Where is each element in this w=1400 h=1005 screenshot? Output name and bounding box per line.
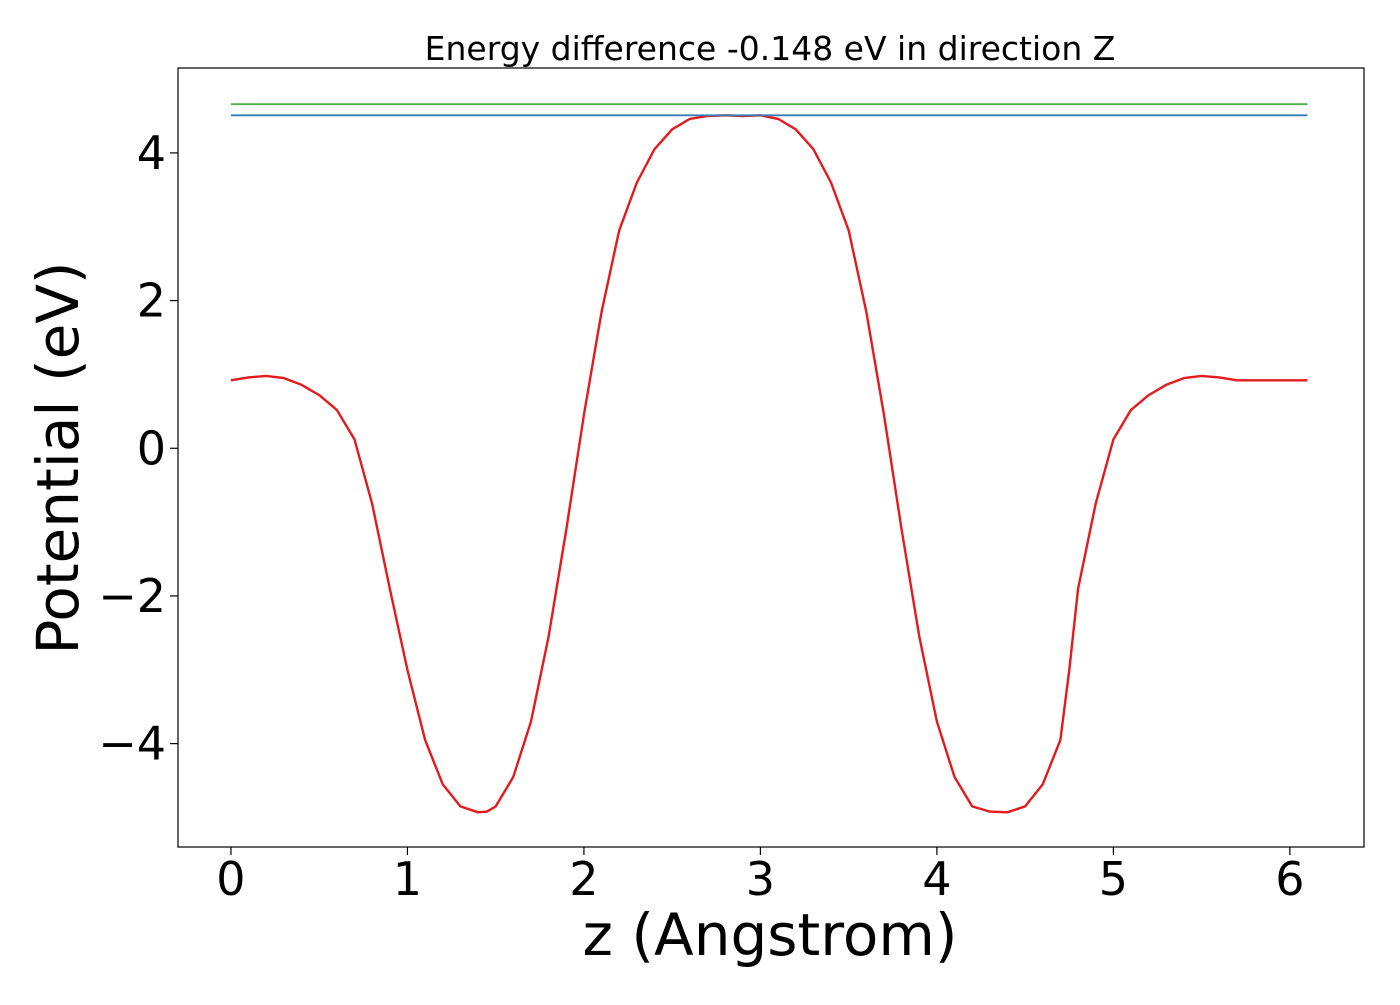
x-tick-label: 3 (746, 852, 775, 906)
chart-title: Energy difference -0.148 eV in direction… (425, 29, 1116, 68)
series-layer (230, 103, 1308, 814)
y-tick-label: −4 (98, 717, 166, 771)
x-axis-label: z (Angstrom) (583, 901, 958, 969)
y-axis-label: Potential (eV) (24, 261, 92, 654)
y-axis-ticks: −4 −2 0 2 4 (98, 126, 178, 771)
x-tick-label: 1 (393, 852, 422, 906)
x-tick-label: 0 (216, 852, 245, 906)
y-tick-label: 4 (137, 126, 166, 180)
x-tick-label: 2 (569, 852, 598, 906)
series-line-1 (230, 114, 1308, 814)
plot-area-frame (177, 67, 1365, 848)
y-tick-label: 0 (137, 421, 166, 475)
x-tick-label: 4 (922, 852, 951, 906)
y-tick-label: 2 (137, 274, 166, 328)
x-axis-ticks: 0 1 2 3 4 5 6 (216, 847, 1305, 906)
y-tick-label: −2 (98, 569, 166, 623)
x-tick-label: 5 (1099, 852, 1128, 906)
x-tick-label: 6 (1275, 852, 1304, 906)
